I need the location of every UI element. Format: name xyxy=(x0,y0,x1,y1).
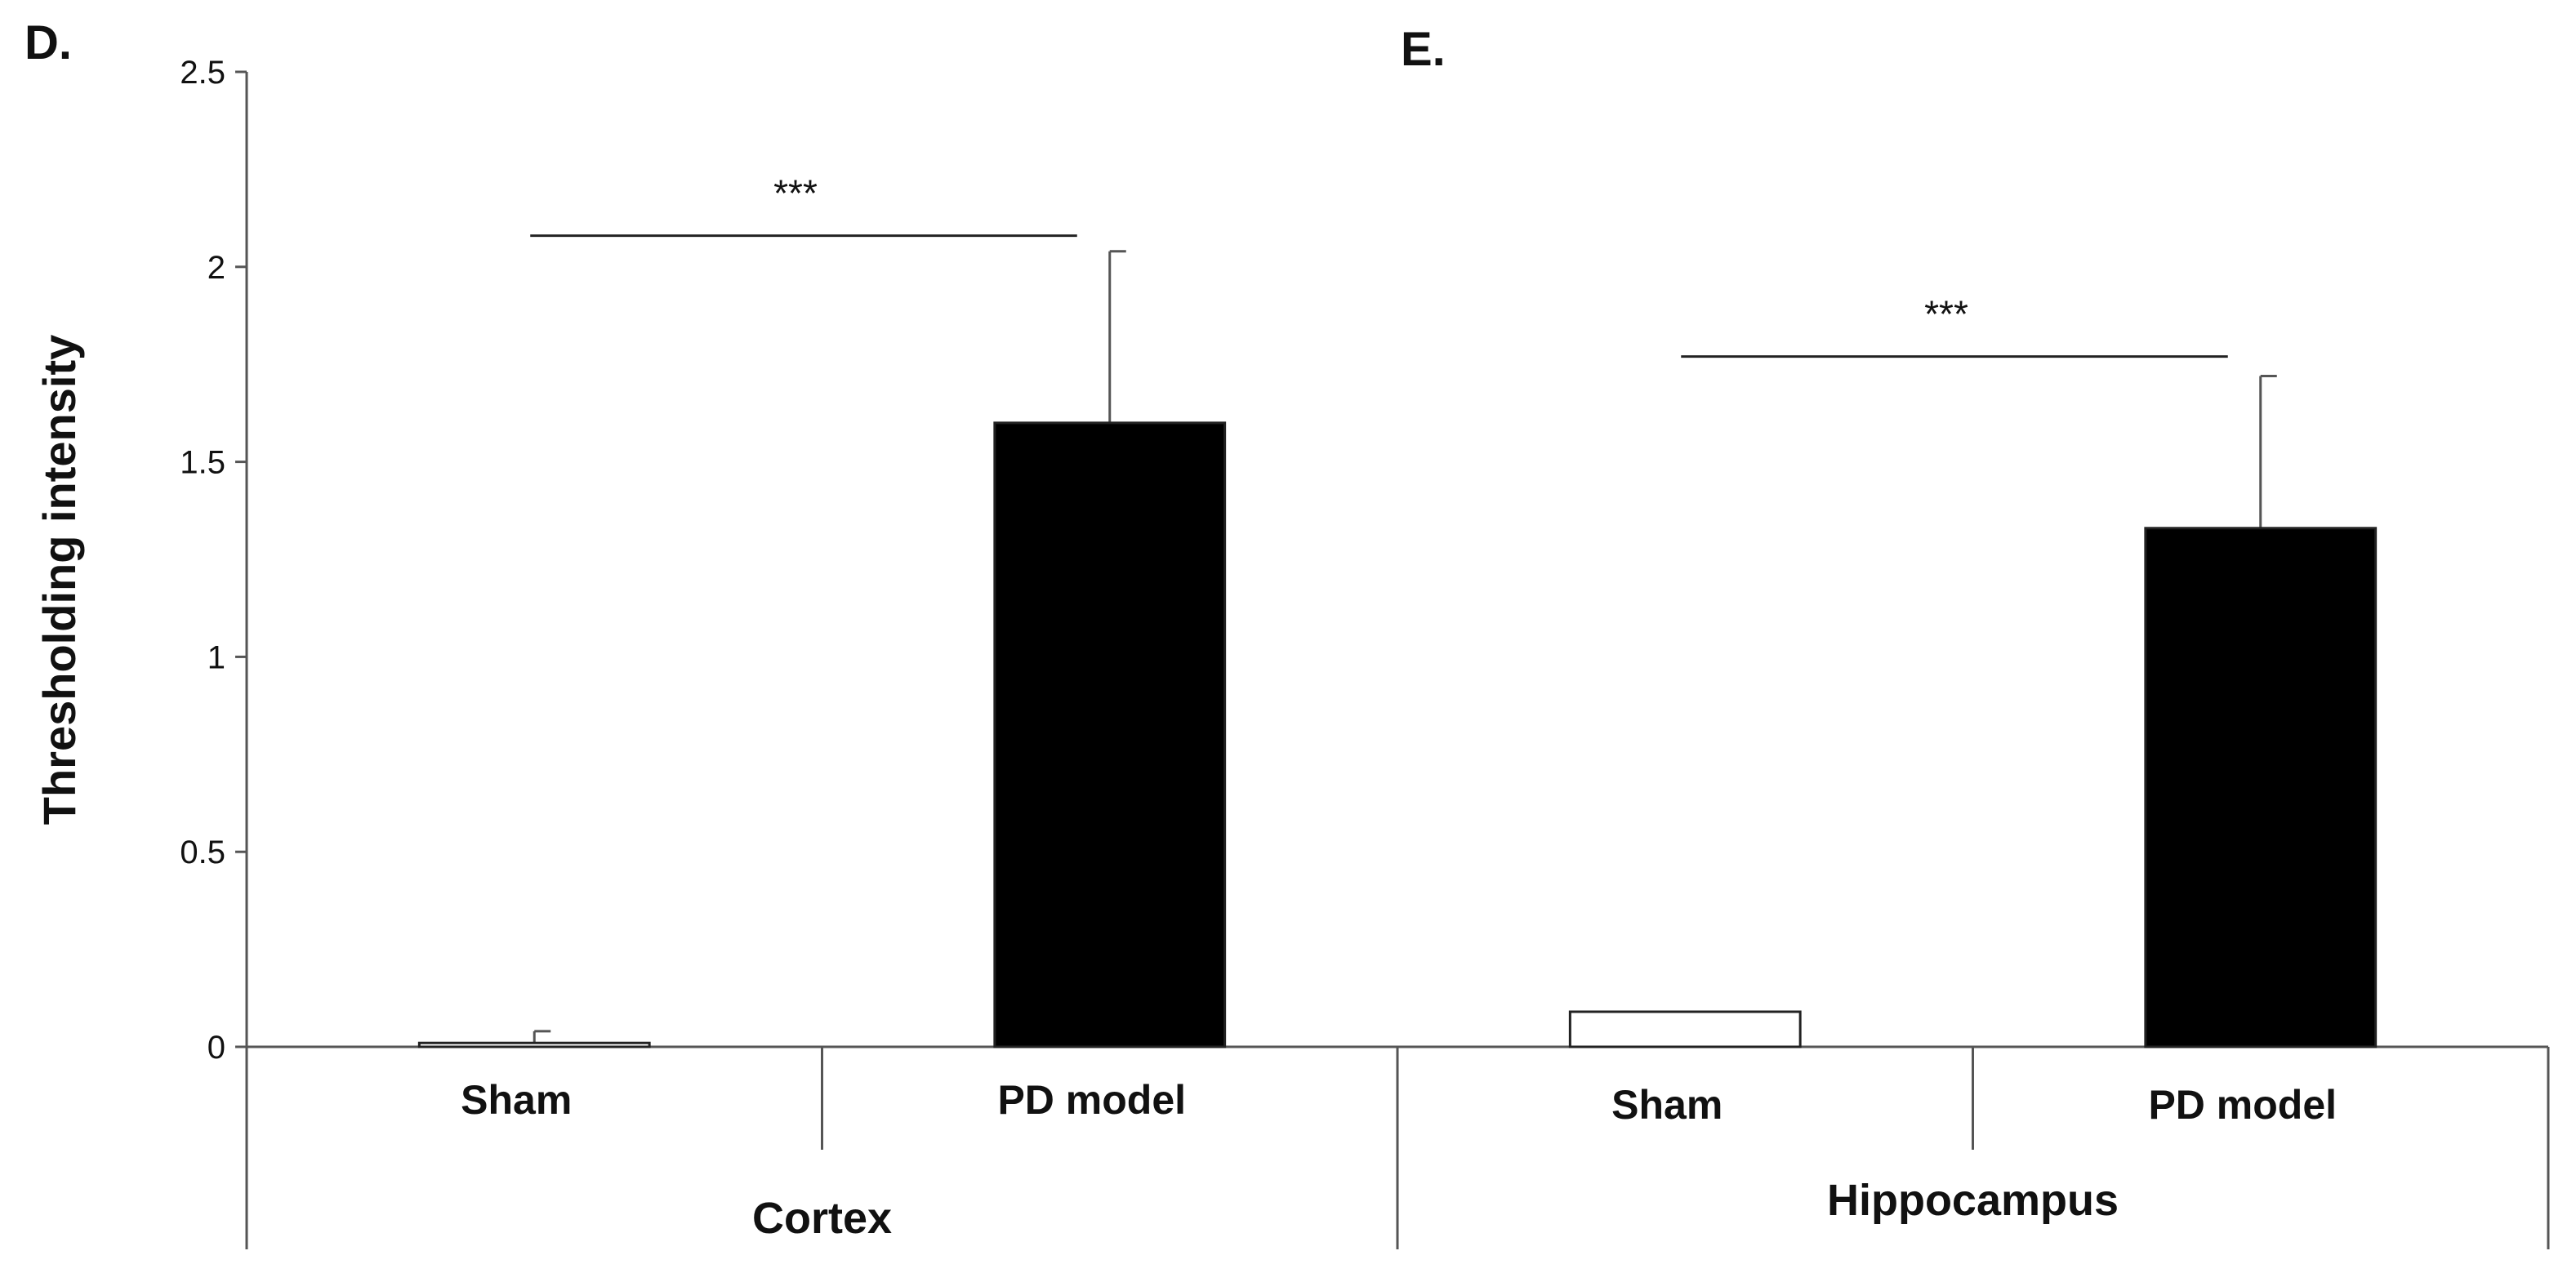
bar-0-1 xyxy=(993,421,1227,1048)
group-label-1: Hippocampus xyxy=(1827,1176,2119,1225)
y-tick-label-5: 2.5 xyxy=(180,55,225,91)
category-label-1-0: Sham xyxy=(1611,1082,1723,1128)
y-tick-label-4: 2 xyxy=(207,250,225,286)
group-label-0: Cortex xyxy=(752,1194,892,1243)
y-tick-label-0: 0 xyxy=(207,1030,225,1066)
plot-area: 0 0.5 1 1.5 2 2.5 Sham PD model Cortex *** Sham PD … xyxy=(180,55,2550,1249)
bar-0-0 xyxy=(417,1041,651,1048)
y-tick-label-1: 0.5 xyxy=(180,835,225,870)
significance-label-0: *** xyxy=(773,172,818,215)
significance-label-1: *** xyxy=(1924,293,1968,336)
bar-1-0 xyxy=(1568,1010,1802,1048)
y-tick-label-2: 1 xyxy=(207,639,225,675)
bar-1-1 xyxy=(2144,527,2378,1048)
y-tick-label-3: 1.5 xyxy=(180,445,225,481)
category-label-0-1: PD model xyxy=(997,1077,1186,1123)
y-axis-label: Thresholding intensity xyxy=(33,335,85,825)
category-label-1-1: PD model xyxy=(2148,1082,2337,1128)
category-label-0-0: Sham xyxy=(461,1077,572,1123)
panel-letter-e: E. xyxy=(1401,23,1446,76)
panel-letter-d: D. xyxy=(25,16,72,69)
